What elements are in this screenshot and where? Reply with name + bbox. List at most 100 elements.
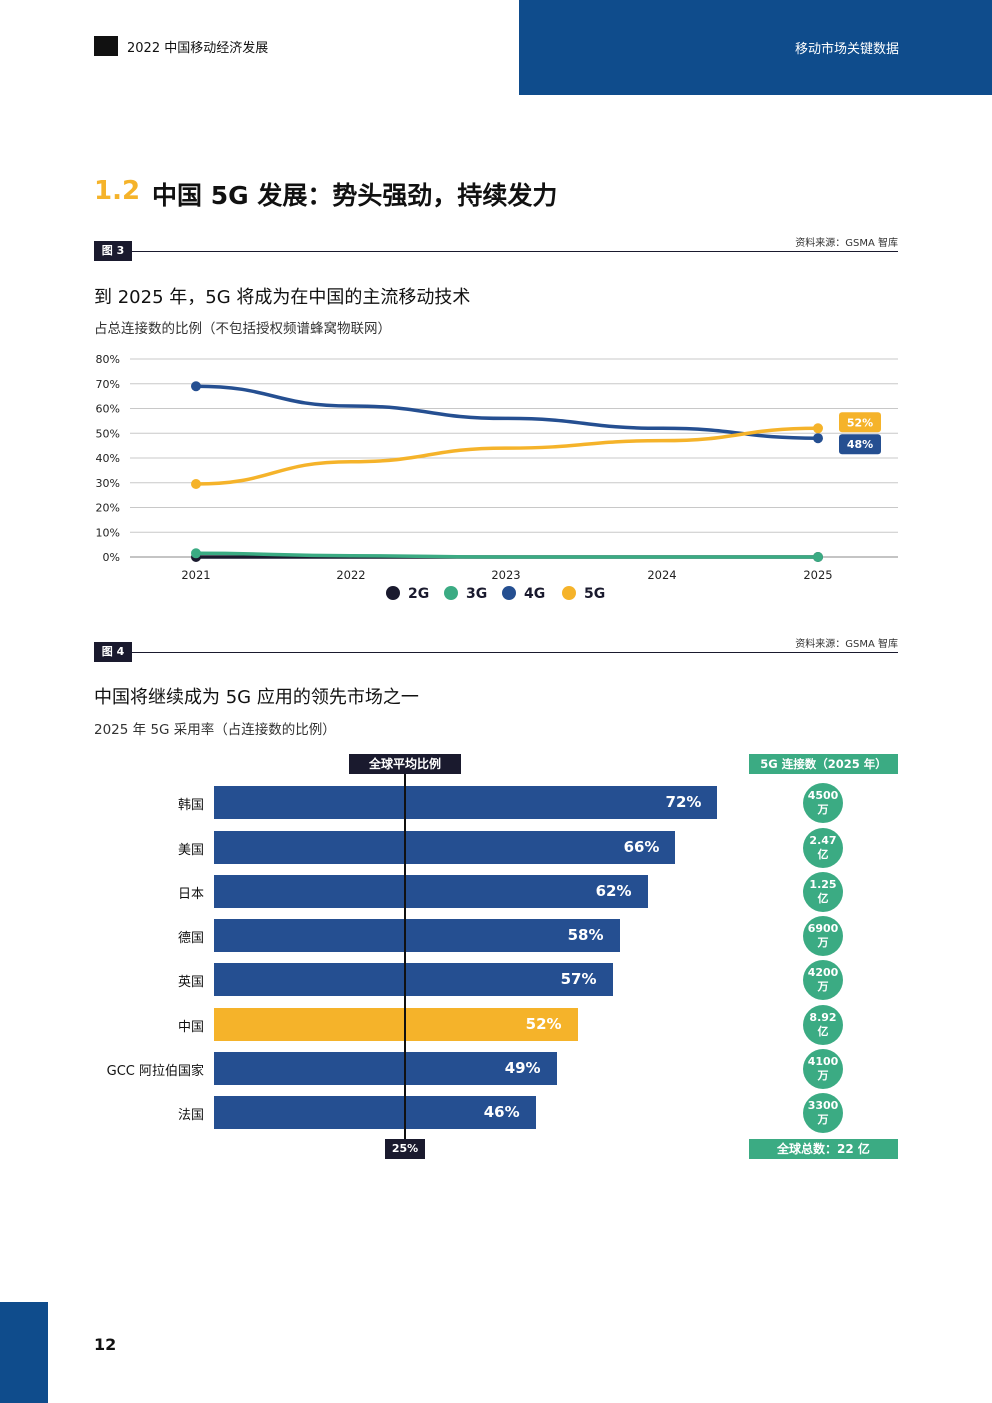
x-tick-label: 2024 [647,568,676,582]
section-title: 中国 5G 发展：势头强劲，持续发力 [152,181,558,210]
figure4-source: 资料来源：GSMA 智库 [795,639,898,650]
connections-unit: 亿 [817,1025,829,1038]
series-line-4G [195,384,819,440]
bar-value-label: 58% [567,926,604,944]
adoption-bar: 46% [214,1096,536,1129]
connections-bubble: 4100 万 [803,1049,843,1089]
y-tick-label: 80% [96,353,120,366]
x-tick-label: 2022 [336,568,365,582]
y-tick-label: 30% [96,477,120,490]
series-line-5G [195,426,819,486]
connections-unit: 万 [817,803,829,816]
connections-number: 8.92 [809,1011,837,1024]
y-tick-label: 60% [96,403,120,416]
adoption-bar: 62% [214,875,648,908]
data-point-3G [813,552,823,562]
connections-bubble: 4500 万 [803,783,843,823]
bar-value-label: 66% [623,838,660,856]
connections-bubble: 2.47 亿 [803,828,843,868]
figure4-rule [94,652,898,653]
header-band [519,0,992,95]
bar-value-label: 52% [525,1015,562,1033]
legend-label: 4G [524,586,545,602]
bar-value-label: 46% [483,1103,520,1121]
adoption-bar: 66% [214,831,676,864]
y-tick-label: 40% [96,452,120,465]
data-point-3G [191,548,201,559]
figure3-rule [94,251,898,252]
connections-bubble: 1.25 亿 [803,872,843,912]
x-tick-label: 2021 [181,568,210,582]
adoption-bar: 58% [214,919,620,952]
connections-unit: 亿 [817,848,829,861]
end-label-badge [839,434,881,455]
bar-value-label: 49% [504,1059,541,1077]
adoption-bar: 52% [214,1008,578,1041]
connections-header: 5G 连接数（2025 年） [749,754,898,774]
end-label-badge [839,412,881,433]
connections-number: 4200 [807,966,839,979]
bar-value-label: 72% [665,793,702,811]
series-line-3G [195,551,818,559]
figure3-subtitle: 占总连接数的比例（不包括授权频谱蜂窝物联网） [94,321,391,337]
adoption-bar: 72% [214,786,718,819]
y-tick-label: 70% [96,378,120,391]
section-number: 1.2 [94,176,141,206]
connections-bubble: 6900 万 [803,916,843,956]
country-label: 德国 [177,931,204,946]
connections-unit: 万 [817,1069,829,1082]
figure4-tag: 图 4 [94,642,132,662]
adoption-bar: 49% [214,1052,557,1085]
connections-number: 4100 [807,1055,839,1068]
x-tick-label: 2025 [803,568,832,582]
page-tab [0,1302,48,1403]
country-label: 美国 [177,843,204,858]
legend-marker-2G [386,586,400,600]
x-tick-label: 2023 [491,568,520,582]
country-label: 韩国 [177,798,204,813]
country-label: 日本 [177,887,204,902]
figure3-title: 到 2025 年，5G 将成为在中国的主流移动技术 [94,287,471,308]
figure3-tag: 图 3 [94,241,132,261]
data-point-5G [191,478,201,489]
bar-value-label: 62% [595,882,632,900]
data-point-4G [191,381,201,392]
page-number: 12 [94,1335,117,1354]
connections-bubble: 8.92 亿 [803,1005,843,1045]
bar-value-label: 57% [560,970,597,988]
connections-number: 1.25 [809,878,837,891]
legend-label: 3G [466,586,487,602]
y-tick-label: 20% [96,502,120,515]
country-label: 法国 [177,1108,204,1123]
end-label-text: 52% [847,416,873,429]
data-point-4G [813,433,823,444]
adoption-bar: 57% [214,963,613,996]
y-tick-label: 10% [96,526,120,539]
connections-bubble: 3300 万 [803,1093,843,1133]
connections-bubble: 4200 万 [803,960,843,1000]
y-tick-label: 0% [103,551,120,564]
end-label-text: 48% [847,438,873,451]
connections-unit: 万 [817,1113,829,1126]
global-average-label: 全球平均比例 [349,754,461,774]
country-label: 中国 [177,1020,204,1035]
country-label: GCC 阿拉伯国家 [106,1064,204,1079]
connections-number: 6900 [807,922,839,935]
figure3-source: 资料来源：GSMA 智库 [795,238,898,249]
global-average-line [404,772,406,1140]
data-point-5G [813,423,823,434]
global-average-value: 25% [385,1139,425,1159]
connections-total: 全球总数：22 亿 [749,1139,898,1159]
connections-number: 2.47 [809,834,837,847]
connections-unit: 万 [817,936,829,949]
legend-label: 5G [584,586,605,602]
legend-marker-5G [562,586,576,600]
header-doc-title: 2022 中国移动经济发展 [127,41,269,56]
connections-number: 4500 [807,789,839,802]
figure4-title: 中国将继续成为 5G 应用的领先市场之一 [94,687,419,708]
legend-marker-3G [444,586,458,600]
country-label: 英国 [177,975,204,990]
y-tick-label: 50% [96,427,120,440]
line-chart: 0% 10% 20% 30% 40% 50% 60% 70% 80% 2021 2022 2023 20… [96,353,898,602]
header-section-label: 移动市场关键数据 [794,42,899,57]
